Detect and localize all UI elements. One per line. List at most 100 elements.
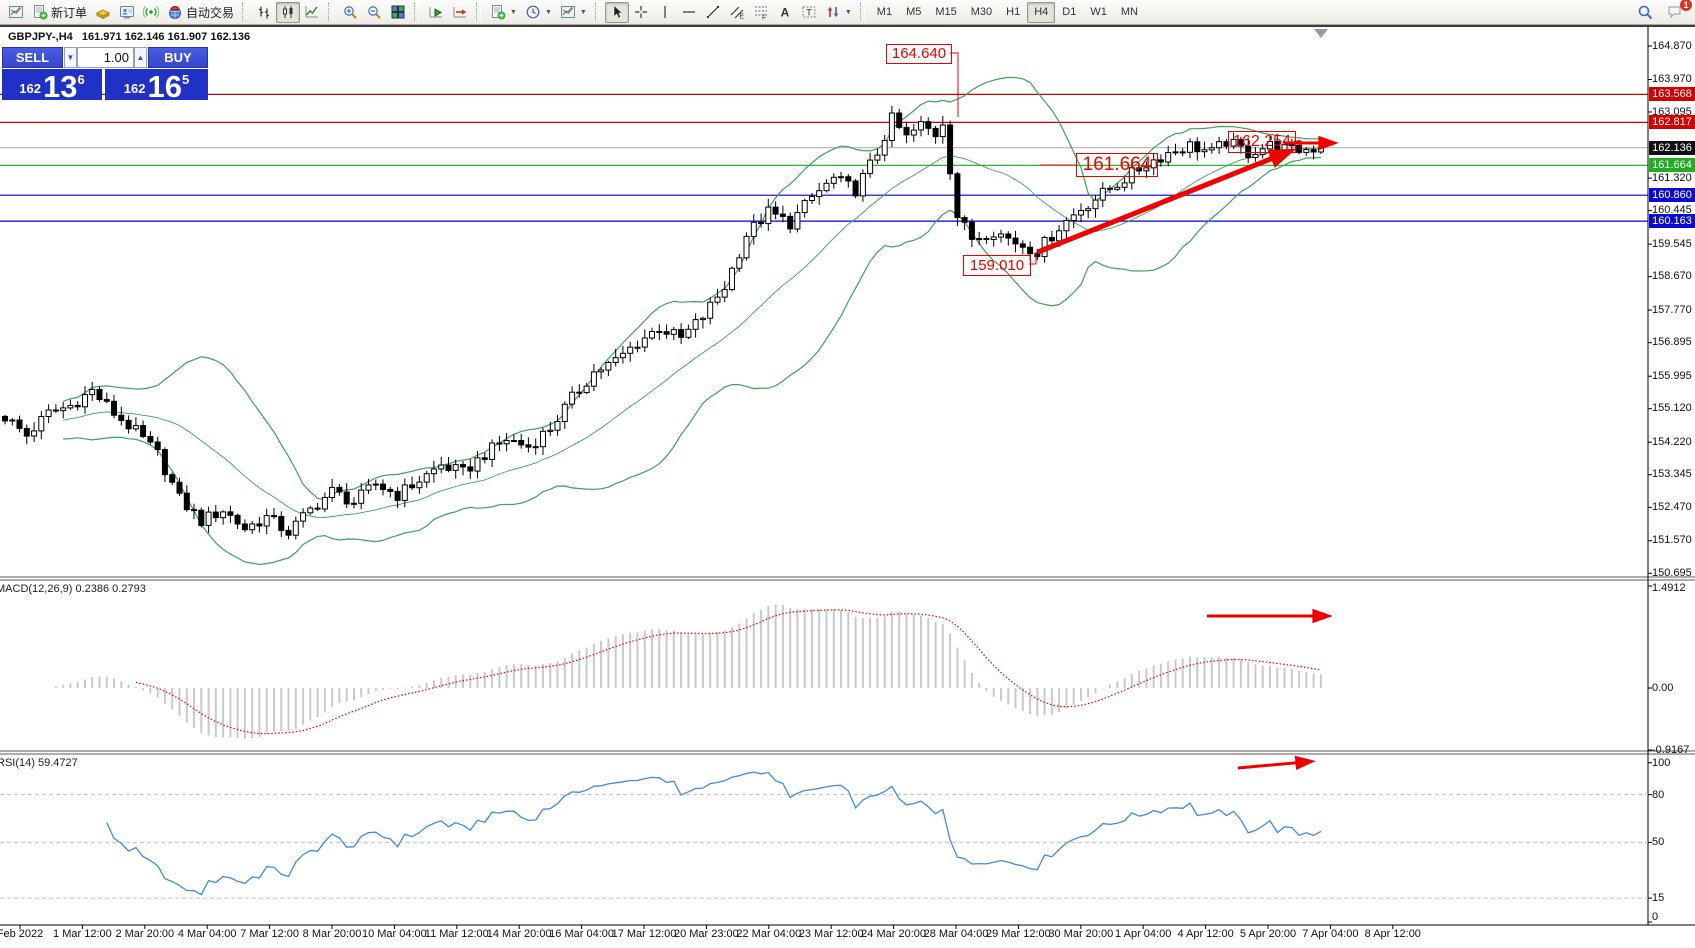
tf-m15-button[interactable]: M15: [928, 2, 963, 23]
volume-increase-button[interactable]: ▲: [134, 47, 147, 68]
candle-body: [1208, 147, 1215, 151]
svg-text:T: T: [806, 8, 812, 18]
crosshair-button[interactable]: [629, 2, 653, 23]
spin-down-icon: ▼: [66, 53, 75, 62]
price-label-159010[interactable]: 159.010: [963, 255, 1031, 276]
fibonacci-button[interactable]: F: [749, 2, 773, 23]
tile-windows-button[interactable]: [386, 2, 410, 23]
text-button[interactable]: A: [773, 2, 797, 23]
sell-button[interactable]: SELL: [2, 47, 63, 68]
candle-body: [132, 425, 139, 430]
candle-body: [1121, 182, 1128, 188]
macd-signal-line: [135, 609, 1321, 735]
chart-shift-marker[interactable]: [1314, 29, 1328, 38]
arrows-button[interactable]: ▼: [821, 2, 856, 23]
price-label-161664[interactable]: 161.664: [1076, 153, 1158, 177]
time-label: 29 Mar 12:00: [985, 928, 1051, 940]
candle-body: [358, 489, 365, 504]
main-toolbar: 新订单 自动交易 ▼ ▼ ▼ E F A T ▼ M1 M5 M15 M30 H1 H4 D1 W1 MN 1: [0, 0, 1695, 25]
chart-shift-button[interactable]: [448, 2, 472, 23]
candle-body: [140, 425, 147, 438]
horizontal-line-button[interactable]: [677, 2, 701, 23]
candle-body: [300, 512, 307, 522]
tf-m5-button[interactable]: M5: [899, 2, 928, 23]
vertical-line-button[interactable]: [653, 2, 677, 23]
time-label: 30 Mar 20:00: [1048, 928, 1114, 940]
text-label-button[interactable]: T: [797, 2, 821, 23]
candle-body: [554, 421, 561, 431]
tf-h4-button[interactable]: H4: [1027, 1, 1056, 23]
channel-button[interactable]: E: [725, 2, 749, 23]
toolbar-item-label: 新订单: [51, 5, 88, 20]
candle-body: [939, 124, 946, 138]
indicators-button[interactable]: ▼: [486, 2, 521, 23]
bullish-trendline-arrow[interactable]: [1037, 151, 1284, 255]
zoom-out-button[interactable]: [362, 2, 386, 23]
candle-body: [1230, 138, 1237, 147]
templates-button[interactable]: ▼: [556, 2, 591, 23]
tf-mn-button[interactable]: MN: [1114, 2, 1145, 23]
dropdown-caret-icon: ▼: [510, 8, 517, 16]
time-label: 4 Apr 12:00: [1177, 928, 1234, 940]
buy-price-main: 16: [147, 69, 182, 104]
candle-body: [227, 511, 234, 516]
candle-body: [169, 474, 176, 483]
line-chart-button[interactable]: [300, 2, 324, 23]
candle-body: [976, 238, 983, 240]
buy-price[interactable]: 162 16 5: [105, 69, 208, 104]
signals-button[interactable]: [139, 2, 163, 23]
candle-body: [867, 159, 874, 175]
tf-d1-button[interactable]: D1: [1055, 2, 1083, 23]
zoom-in-button[interactable]: [338, 2, 362, 23]
bar-chart-button[interactable]: [252, 2, 276, 23]
candle-body: [416, 481, 423, 489]
price-label-162254[interactable]: 162.254: [1228, 131, 1296, 153]
trendline-button[interactable]: [701, 2, 725, 23]
candle-body: [569, 391, 576, 405]
buy-button[interactable]: BUY: [148, 47, 208, 68]
candle-body: [925, 121, 932, 129]
auto-trading-button[interactable]: 自动交易: [163, 2, 238, 23]
search-button[interactable]: [1633, 2, 1657, 23]
auto-scroll-button[interactable]: [424, 2, 448, 23]
timeframe-label: W1: [1090, 6, 1107, 18]
price-tick-label: 160.445: [1652, 204, 1692, 217]
candle-body: [1194, 141, 1201, 153]
chat-button[interactable]: 1: [1663, 0, 1692, 23]
profiles-button[interactable]: [115, 2, 139, 23]
candle-body: [336, 486, 343, 493]
tf-m1-button[interactable]: M1: [870, 2, 899, 23]
candlestick-button[interactable]: [276, 1, 301, 23]
rsi-flat-arrow[interactable]: [1237, 760, 1306, 770]
candle-body: [612, 357, 619, 364]
chart-window-button[interactable]: [4, 2, 28, 23]
candle-body: [801, 200, 808, 213]
tf-w1-button[interactable]: W1: [1083, 2, 1114, 23]
candle-body: [983, 238, 990, 240]
tf-m30-button[interactable]: M30: [964, 2, 999, 23]
volume-input[interactable]: 1.00: [77, 47, 134, 68]
price-tick-label: 155.995: [1652, 369, 1692, 382]
candle-body: [721, 289, 728, 298]
time-label: 17 Mar 12:00: [611, 928, 677, 940]
time-label: 8 Mar 20:00: [302, 928, 362, 940]
buy-price-prefix: 162: [123, 81, 146, 96]
candle-body: [874, 154, 881, 161]
new-order-button[interactable]: 新订单: [28, 2, 91, 23]
price-label-164640[interactable]: 164.640: [886, 44, 952, 64]
sell-price[interactable]: 162 13 6: [2, 69, 102, 102]
periods-button[interactable]: ▼: [521, 2, 556, 23]
candle-body: [16, 419, 23, 429]
volume-decrease-button[interactable]: ▼: [64, 47, 77, 68]
candle-body: [430, 468, 437, 475]
candle-body: [518, 440, 525, 446]
crosshair-icon: [633, 4, 649, 20]
candle-body: [1012, 237, 1019, 245]
market-button[interactable]: [91, 2, 115, 23]
tf-h1-button[interactable]: H1: [999, 2, 1027, 23]
cursor-button[interactable]: [604, 1, 629, 23]
candle-body: [445, 464, 452, 472]
macd-indicator-label: MACD(12,26,9) 0.2386 0.2793: [0, 583, 146, 595]
candle-body: [998, 233, 1004, 238]
